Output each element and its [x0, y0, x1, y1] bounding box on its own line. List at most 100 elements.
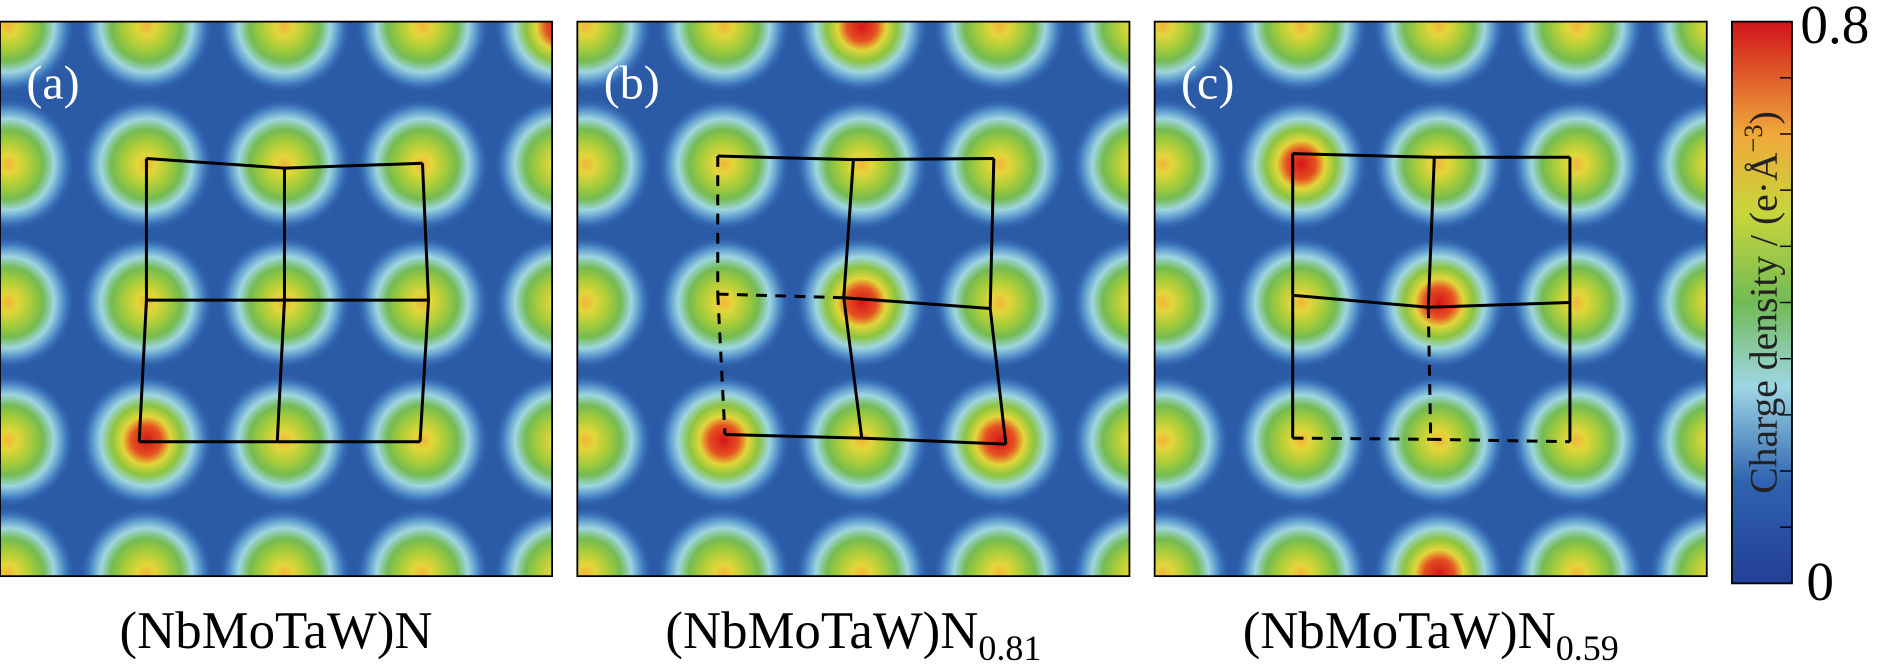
- cell-edge: [1292, 293, 1429, 309]
- colorbar-min: 0: [1806, 551, 1834, 612]
- atom: [577, 373, 653, 508]
- atom: [794, 235, 929, 370]
- atom: [355, 21, 490, 94]
- atom: [1233, 235, 1369, 370]
- atom: [794, 21, 929, 94]
- atom: [1509, 235, 1645, 370]
- atom: [217, 21, 352, 94]
- atom: [0, 235, 76, 370]
- atom: [656, 506, 791, 577]
- cell-edge: [717, 292, 844, 300]
- colorbar-max: 0.8: [1800, 0, 1869, 55]
- cell-edge: [146, 156, 285, 170]
- atom: [1154, 373, 1231, 508]
- atom: [932, 506, 1068, 577]
- atom: [1647, 97, 1707, 232]
- atom: [217, 506, 352, 577]
- cell-edge: [853, 156, 994, 162]
- atom: [577, 97, 653, 232]
- atom: [932, 235, 1068, 370]
- atom: [1154, 235, 1231, 370]
- panel-border: [576, 20, 1131, 578]
- atom: [1154, 506, 1231, 577]
- colorbar-title: Charge density / (e·Å−3): [1738, 111, 1785, 494]
- atom: [1647, 373, 1707, 508]
- atom: [1647, 507, 1707, 577]
- cell-edge: [1426, 307, 1433, 440]
- colorbar-title-end: ): [1741, 111, 1785, 124]
- atom: [217, 97, 352, 232]
- cell-edge: [137, 300, 148, 442]
- atom: [1070, 235, 1130, 370]
- atom: [794, 97, 929, 232]
- atom: [1509, 506, 1645, 577]
- atom: [932, 97, 1068, 232]
- cell-edge: [843, 296, 991, 310]
- cell-edge: [842, 297, 864, 439]
- cell-edge: [717, 154, 854, 162]
- panels: (a)(NbMoTaW)N(b)(NbMoTaW)N0.81(c)(NbMoTa…: [0, 20, 1708, 668]
- cell-edge: [1426, 157, 1436, 308]
- atom: [1647, 235, 1707, 370]
- caption-main: (NbMoTaW)N: [120, 602, 433, 660]
- atom: [493, 373, 553, 508]
- colorbar-title-sup: −3: [1738, 124, 1768, 152]
- atom: [355, 373, 490, 508]
- atom: [0, 373, 76, 508]
- atom: [1154, 97, 1231, 232]
- atom: [493, 507, 553, 577]
- caption-subscript: 0.81: [978, 628, 1041, 668]
- panel-caption: (NbMoTaW)N: [120, 602, 433, 660]
- caption-subscript: 0.59: [1556, 628, 1619, 668]
- cell-edge: [861, 436, 1006, 446]
- caption-main: (NbMoTaW)N: [1243, 602, 1556, 660]
- atom: [577, 506, 653, 577]
- cell-edge: [988, 158, 996, 309]
- atom: [1509, 97, 1645, 232]
- atom: [1070, 507, 1130, 577]
- atom: [79, 506, 214, 577]
- atom: [1371, 97, 1507, 232]
- cell-edge: [724, 433, 862, 440]
- panel-border: [0, 20, 554, 578]
- atom: [1371, 235, 1507, 370]
- cell-edge: [1292, 436, 1431, 441]
- cell-edge: [275, 300, 286, 442]
- atom: [0, 21, 76, 94]
- atom: [656, 21, 791, 94]
- atom: [1371, 506, 1507, 577]
- panel: [577, 21, 1130, 577]
- cell-edge: [420, 163, 430, 301]
- atom: [932, 21, 1068, 94]
- panel: [1154, 21, 1707, 577]
- atom: [794, 373, 929, 508]
- atom: [493, 235, 553, 370]
- colorbar-title-main: Charge density / (e·Å: [1741, 152, 1785, 494]
- atom: [493, 21, 553, 94]
- atom: [0, 97, 76, 232]
- atom: [1070, 373, 1130, 508]
- atom: [656, 373, 791, 508]
- panel-caption: (NbMoTaW)N0.81: [665, 602, 1041, 668]
- atom: [577, 235, 653, 370]
- atom: [656, 235, 791, 370]
- atom: [1070, 21, 1130, 94]
- atom: [1233, 373, 1369, 508]
- cell-edge: [988, 308, 1008, 445]
- panel-label: (c): [1181, 56, 1234, 109]
- cell-edge: [842, 159, 855, 298]
- atom: [656, 97, 791, 232]
- cell-edge: [418, 300, 430, 442]
- panel-caption: (NbMoTaW)N0.59: [1243, 602, 1619, 668]
- cell-edge: [1428, 300, 1570, 309]
- atom: [0, 506, 76, 577]
- atom: [932, 373, 1068, 508]
- atom: [493, 97, 553, 232]
- atom: [355, 506, 490, 577]
- cell-edge: [1292, 152, 1435, 159]
- atom: [1233, 97, 1369, 232]
- atom: [1154, 21, 1231, 94]
- colorbar-ticks: [1779, 77, 1792, 528]
- panel: [0, 21, 553, 577]
